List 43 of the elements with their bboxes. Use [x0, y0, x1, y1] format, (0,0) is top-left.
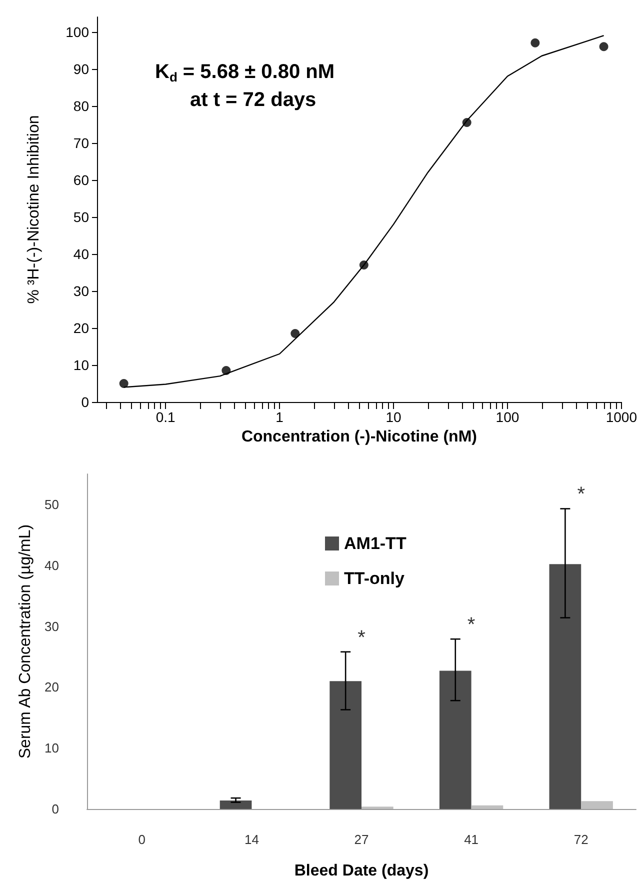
x-tick-label: 41	[464, 832, 479, 847]
y-axis-title: % ³H-(-)-Nicotine Inhibition	[26, 115, 42, 304]
y-tick-label: 80	[73, 98, 90, 114]
x-axis-title: Bleed Date (days)	[294, 862, 429, 880]
y-tick-label: 0	[52, 802, 59, 816]
bar	[439, 670, 472, 809]
x-tick-label: 10	[386, 409, 402, 425]
legend-label: AM1-TT	[344, 534, 407, 553]
x-tick-label: 72	[574, 832, 588, 847]
y-tick-label: 60	[73, 172, 90, 188]
bar	[471, 805, 504, 809]
x-axis-title: Concentration (-)-Nicotine (nM)	[241, 428, 477, 446]
annotation: *	[577, 484, 586, 506]
annotation: *	[358, 626, 366, 649]
bar	[220, 800, 252, 809]
x-tick-label: 100	[496, 409, 520, 425]
legend-label: TT-only	[344, 569, 405, 588]
y-tick-label: 0	[81, 394, 90, 410]
y-tick-label: 30	[73, 282, 90, 299]
y-tick-label: 90	[73, 60, 90, 77]
bar	[549, 564, 582, 809]
y-tick-label: 70	[73, 134, 90, 151]
annotation: *	[467, 614, 476, 636]
x-tick-label: 27	[354, 832, 369, 847]
y-tick-label: 100	[66, 24, 90, 40]
y-tick-label: 30	[44, 618, 59, 634]
y-tick-label: 10	[44, 740, 59, 756]
y-axis-title: Serum Ab Concentration (µg/mL)	[17, 524, 34, 759]
x-tick-label: 14	[244, 832, 259, 847]
x-tick-label: 1000	[606, 409, 638, 425]
y-tick-label: 50	[73, 208, 90, 225]
x-tick-label: 0.1	[156, 409, 176, 425]
x-tick-label: 0	[138, 832, 146, 847]
x-tick-label: 1	[276, 409, 284, 425]
y-tick-label: 20	[73, 320, 90, 336]
bar	[330, 681, 362, 809]
y-tick-label: 20	[44, 680, 59, 695]
y-tick-label: 10	[73, 356, 90, 373]
y-tick-label: 40	[73, 246, 90, 262]
bar	[581, 801, 613, 809]
y-tick-label: 50	[44, 496, 59, 512]
annotation: at t = 72 days	[190, 89, 316, 111]
y-tick-label: 40	[44, 558, 59, 573]
